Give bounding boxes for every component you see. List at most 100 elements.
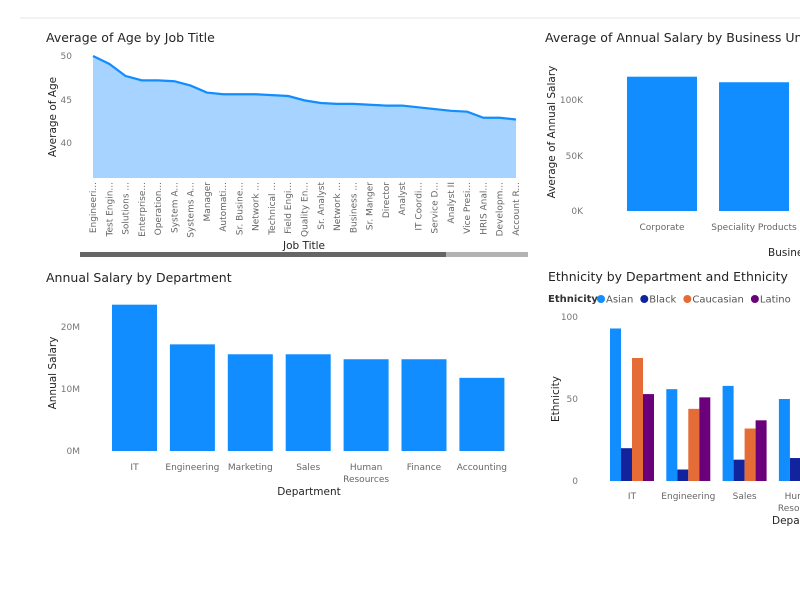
x-tick-label: Manager [203, 182, 213, 222]
x-axis-title: Business Unit [768, 247, 800, 259]
bar-asian[interactable] [722, 385, 734, 481]
x-tick-label: Developm... [496, 182, 506, 236]
x-tick-label: System A... [170, 182, 180, 233]
y-tick: 0 [572, 477, 578, 487]
y-tick: 100 [561, 313, 578, 323]
bar-black[interactable] [789, 458, 800, 481]
bar[interactable] [285, 354, 331, 451]
x-tick-label: Technical ... [268, 182, 278, 236]
x-tick-label: Sr. Analyst [317, 182, 327, 230]
y-tick: 45 [61, 96, 72, 106]
legend-dot-asian [597, 295, 605, 303]
bar[interactable] [227, 354, 273, 451]
x-tick-label: Sales [733, 492, 757, 502]
ethnicity-by-department-chart[interactable]: Ethnicity by Department and Ethnicity Et… [548, 269, 800, 527]
x-tick-label: Test Engin... [105, 182, 115, 237]
area-fill [93, 56, 516, 178]
x-tick-label: Analyst II [447, 182, 457, 224]
x-tick-label: Vice Presi... [463, 182, 473, 234]
bar-latino[interactable] [699, 397, 711, 481]
x-tick-label: Field Engi... [284, 182, 294, 234]
bar[interactable] [627, 76, 697, 211]
legend-item[interactable]: Latino [760, 295, 791, 306]
legend-item[interactable]: Caucasian [692, 295, 744, 306]
bar-asian[interactable] [610, 328, 621, 481]
y-tick: 50 [567, 395, 579, 405]
x-tick-label: Resources [778, 504, 800, 514]
x-tick-label: Engineering [661, 492, 715, 502]
x-tick-label: IT [130, 463, 139, 473]
y-axis-title: Average of Age [47, 77, 59, 157]
chart-title: Average of Age by Job Title [46, 30, 215, 45]
y-tick: 0M [67, 447, 81, 457]
x-tick-label: Director [382, 182, 392, 218]
legend-dot-black [640, 295, 649, 303]
x-tick-label: Accounting [457, 463, 507, 473]
x-tick-label: Engineeri... [89, 182, 99, 233]
x-tick-label: Automati... [219, 182, 229, 232]
y-axis-title: Ethnicity [550, 376, 562, 422]
age-by-job-title-chart[interactable]: Average of Age by Job Title Average of A… [46, 30, 528, 257]
legend-title: Ethnicity [548, 294, 598, 305]
x-tick-label: Network ... [252, 182, 262, 231]
x-tick-label: IT Coordi... [414, 182, 424, 231]
x-tick-label: Enterprise... [138, 182, 148, 237]
y-axis-title: Average of Annual Salary [546, 66, 558, 199]
x-tick-label: Network ... [333, 182, 343, 231]
x-tick-label: Speciality Products [711, 223, 797, 233]
x-tick-label: Quality En... [301, 182, 311, 237]
y-tick: 40 [61, 139, 73, 149]
bar-caucasian[interactable] [688, 408, 700, 481]
y-tick: 0K [571, 207, 584, 217]
bar-black[interactable] [733, 459, 745, 481]
legend-dot-latino [750, 295, 759, 303]
bar[interactable] [719, 82, 789, 212]
bar[interactable] [459, 377, 505, 451]
y-axis-title: Annual Salary [47, 337, 59, 410]
bar-asian[interactable] [778, 399, 790, 481]
x-tick-label: Analyst [398, 182, 408, 216]
x-tick-label: IT [628, 492, 637, 502]
bar[interactable] [401, 359, 447, 451]
legend-dot-caucasian [683, 295, 692, 303]
y-tick: 50K [566, 152, 584, 162]
x-tick-label: Resources [343, 475, 389, 485]
y-tick: 100K [560, 96, 584, 106]
bar-black[interactable] [621, 448, 632, 481]
x-tick-label: Sales [296, 463, 320, 473]
x-tick-label: HRIS Anal... [479, 182, 489, 235]
x-tick-label: Operation... [154, 182, 164, 235]
salary-by-business-unit-chart[interactable]: Average of Annual Salary by Business Uni… [545, 30, 800, 259]
bar-latino[interactable] [643, 394, 654, 481]
bar-black[interactable] [677, 469, 689, 481]
x-tick-label: Marketing [228, 463, 273, 473]
bar-caucasian[interactable] [744, 428, 756, 481]
x-tick-label: Human [785, 492, 800, 502]
bar[interactable] [169, 344, 215, 451]
x-axis-title: Department [772, 515, 800, 527]
x-tick-label: Human [350, 463, 382, 473]
bar-caucasian[interactable] [632, 358, 643, 481]
bar[interactable] [112, 304, 157, 451]
legend-item[interactable]: Asian [606, 295, 633, 306]
y-tick: 20M [61, 323, 80, 333]
chart-title: Ethnicity by Department and Ethnicity [548, 269, 789, 284]
x-tick-label: Corporate [640, 223, 685, 233]
scrollbar-thumb[interactable] [80, 252, 446, 257]
chart-title: Average of Annual Salary by Business Uni… [545, 30, 800, 45]
chart-title: Annual Salary by Department [46, 270, 232, 285]
x-tick-label: Account R... [512, 182, 522, 236]
x-axis-title: Job Title [282, 240, 325, 252]
y-tick: 10M [61, 385, 80, 395]
salary-by-department-chart[interactable]: Annual Salary by Department Annual Salar… [46, 270, 507, 498]
bar[interactable] [343, 359, 389, 451]
x-tick-label: Engineering [165, 463, 219, 473]
x-tick-label: Systems A... [187, 182, 197, 238]
x-tick-label: Business ... [349, 182, 359, 233]
legend[interactable]: Asian Black Caucasian Latino [597, 295, 791, 306]
x-tick-label: Solutions ... [122, 182, 132, 235]
legend-item[interactable]: Black [649, 295, 676, 306]
bar-latino[interactable] [755, 420, 767, 481]
bar-asian[interactable] [666, 389, 678, 481]
